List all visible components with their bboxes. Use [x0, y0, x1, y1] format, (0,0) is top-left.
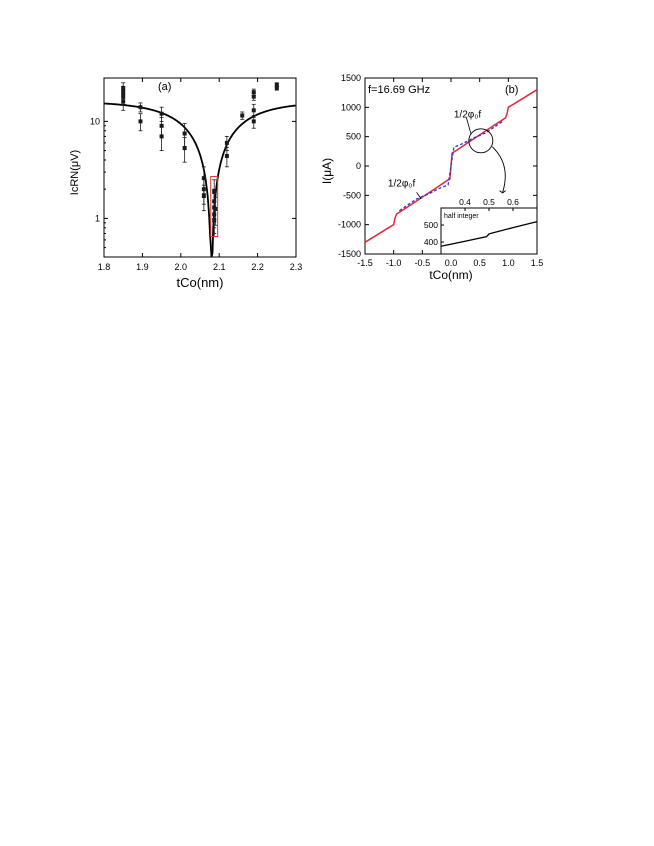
- a-y-tick-label: 10: [90, 116, 100, 126]
- panel-a-frame: [103, 77, 297, 258]
- a-data-point: [182, 146, 187, 151]
- panel-a: 1.8 1.9 2.0 2.1 2.2 2.3 1 10 (a) tCo(nm) IcRN(μ…: [69, 77, 302, 290]
- panel-b-frequency-label: f=16.69 GHz: [368, 84, 430, 96]
- b-inset-x-tick-label: 0.4: [459, 197, 471, 207]
- panel-a-y-axis-title: IcRN(μV): [69, 150, 81, 195]
- a-x-tick-label: 2.3: [290, 262, 303, 272]
- b-callout-arrowhead: [499, 190, 506, 194]
- a-data-point: [251, 119, 256, 124]
- b-x-tick-label: 0.5: [473, 258, 486, 268]
- b-y-tick-label: 1500: [341, 73, 361, 83]
- b-inset-label: half integer: [444, 213, 479, 220]
- b-inset-x-tick-label: 0.6: [507, 197, 519, 207]
- b-x-tick-label: -1.0: [386, 258, 402, 268]
- panel-b-half-step-label-upper: 1/2φ₀f: [454, 109, 482, 120]
- b-x-tick-label: 1.0: [502, 258, 515, 268]
- b-series-solid: [364, 89, 538, 243]
- b-y-tick-label: 0: [356, 161, 361, 171]
- a-data-point: [274, 82, 279, 87]
- b-upper-label-pointer: [466, 117, 472, 135]
- b-x-tick-label: 1.5: [531, 258, 544, 268]
- a-data-point: [159, 134, 164, 139]
- a-data-point: [138, 105, 143, 110]
- b-y-tick-label: 1000: [341, 102, 361, 112]
- b-inset-frame: [440, 207, 538, 255]
- a-x-tick-label: 2.0: [175, 262, 188, 272]
- a-data-point: [224, 140, 229, 145]
- panel-b: -1.5 -1.0 -0.5 0.0 0.5 1.0 1.5 -1500 -1000 -500 0 5…: [320, 73, 543, 282]
- panel-a-x-axis-title: tCo(nm): [177, 275, 224, 290]
- a-y-tick-label: 1: [95, 213, 100, 223]
- a-highlight-box: [210, 176, 219, 238]
- a-data-point: [240, 113, 245, 118]
- panel-b-line-layer: [364, 89, 538, 243]
- b-y-tick-label: -1500: [338, 249, 361, 259]
- a-x-tick-label: 2.1: [213, 262, 226, 272]
- panel-b-annotation-layer: [416, 117, 506, 200]
- a-data-point: [212, 218, 217, 223]
- a-data-point: [201, 194, 206, 199]
- b-y-tick-label: -1000: [338, 220, 361, 230]
- panel-b-label: (b): [505, 84, 518, 96]
- a-data-point: [274, 86, 279, 91]
- b-inset-y-tick-label: 400: [424, 237, 438, 247]
- a-data-point: [138, 119, 143, 124]
- panel-b-y-axis-title: I(μA): [320, 158, 334, 184]
- panel-a-label: (a): [158, 81, 171, 93]
- b-y-tick-label: 500: [346, 132, 361, 142]
- b-x-tick-label: 0.0: [445, 258, 458, 268]
- a-data-point: [213, 206, 218, 211]
- a-data-point: [182, 131, 187, 136]
- panel-b-x-axis-title: tCo(nm): [429, 268, 472, 282]
- panel-a-data-layer: [121, 82, 279, 238]
- b-x-tick-label: -0.5: [415, 258, 431, 268]
- b-inset-y-tick-label: 500: [424, 220, 438, 230]
- a-data-point: [159, 111, 164, 116]
- b-x-tick-label: -1.5: [357, 258, 373, 268]
- panel-b-half-step-label-lower: 1/2φ₀f: [388, 179, 416, 190]
- b-lower-label-pointer: [416, 192, 422, 200]
- panel-b-tick-layer: -1.5 -1.0 -0.5 0.0 0.5 1.0 1.5 -1500 -1000 -500 0 5…: [338, 73, 543, 268]
- b-inset-curve: [440, 220, 538, 247]
- a-x-tick-label: 2.2: [251, 262, 264, 272]
- panel-a-tick-layer: 1.8 1.9 2.0 2.1 2.2 2.3 1 10: [90, 78, 302, 272]
- a-data-point: [251, 108, 256, 113]
- a-x-tick-label: 1.8: [98, 262, 111, 272]
- a-x-tick-label: 1.9: [136, 262, 149, 272]
- b-callout-arrow: [491, 146, 506, 193]
- b-y-tick-label: -500: [343, 190, 361, 200]
- a-data-point: [224, 153, 229, 158]
- b-highlight-circle: [468, 128, 494, 154]
- a-data-point: [251, 94, 256, 99]
- b-inset-x-tick-label: 0.5: [483, 197, 495, 207]
- a-data-point: [121, 99, 126, 104]
- panel-a-fit-layer: [104, 102, 296, 258]
- a-data-point: [251, 90, 256, 95]
- panel-b-inset: 0.4 0.5 0.6 400 500 half integer: [424, 197, 538, 255]
- a-fit-curve-left: [104, 102, 213, 258]
